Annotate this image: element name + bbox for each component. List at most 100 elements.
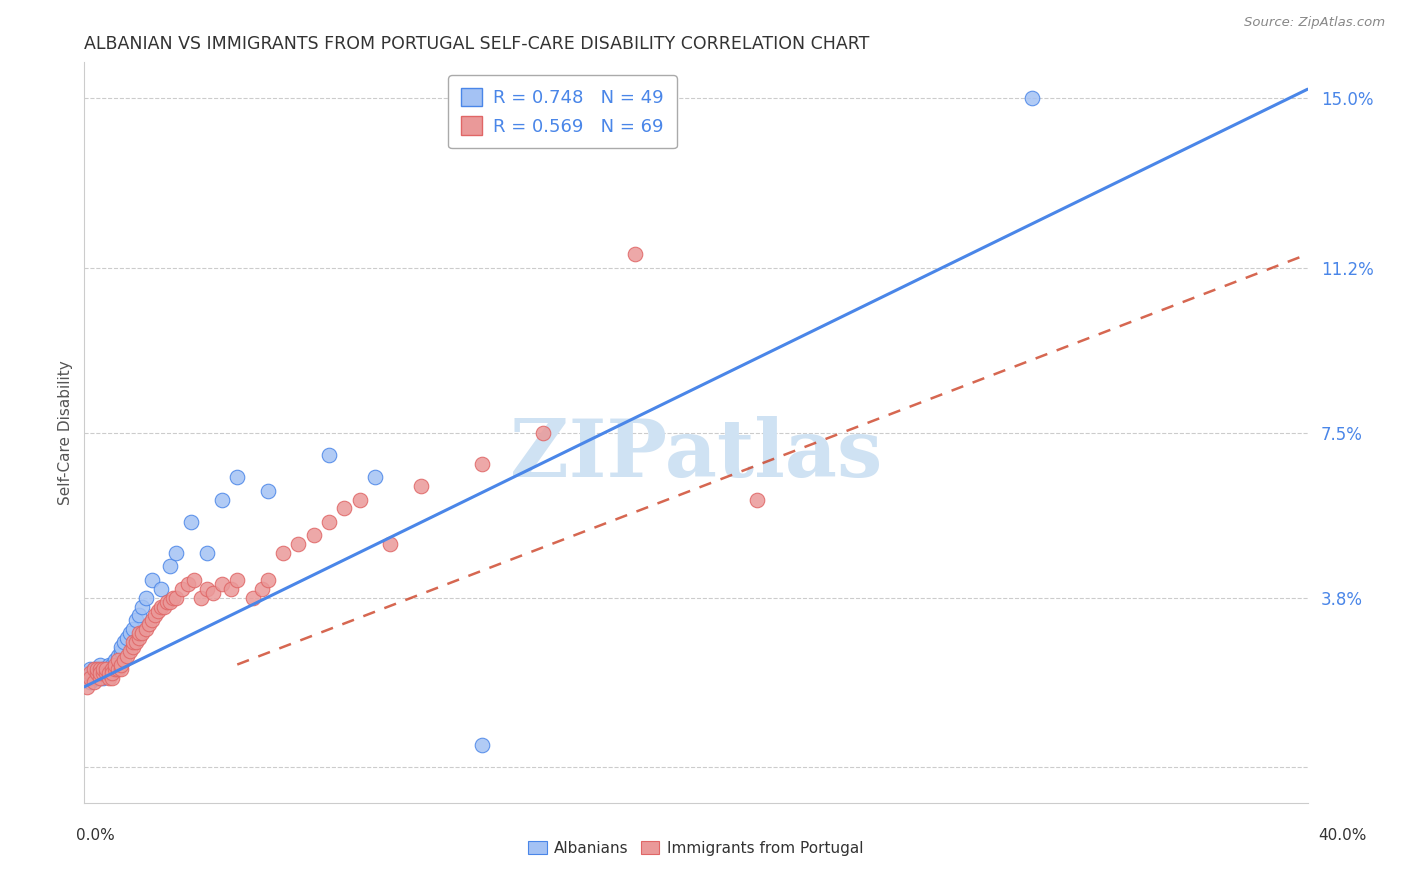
Point (471, 738, 494, 752)
Point (86, 666, 108, 681)
Point (471, 457, 494, 471)
Point (211, 492, 233, 507)
Point (1021, 91, 1043, 105)
Point (94, 662, 117, 676)
Point (83, 662, 105, 676)
Point (271, 546, 294, 560)
Point (89, 671, 111, 685)
Y-axis label: Self-Care Disability: Self-Care Disability (58, 360, 73, 505)
Point (162, 591, 184, 605)
Point (94, 662, 117, 676)
Point (86, 666, 108, 681)
Point (141, 573, 163, 587)
Point (115, 648, 138, 663)
Point (112, 653, 135, 667)
Point (115, 631, 138, 645)
Point (226, 470, 249, 484)
Point (120, 644, 142, 658)
Point (624, 247, 647, 261)
Point (110, 640, 132, 654)
Text: ZIPatlas: ZIPatlas (510, 416, 882, 494)
Point (149, 582, 172, 596)
Point (122, 635, 145, 649)
Point (79, 671, 101, 685)
Point (97, 657, 120, 672)
Point (110, 657, 132, 672)
Point (333, 501, 356, 516)
Point (219, 582, 242, 596)
Point (94, 666, 117, 681)
Point (107, 648, 129, 663)
Point (131, 599, 153, 614)
Point (226, 573, 249, 587)
Point (149, 599, 172, 614)
Point (257, 483, 280, 498)
Point (101, 671, 124, 685)
Point (89, 671, 111, 685)
Point (110, 644, 132, 658)
Point (159, 559, 181, 574)
Point (83, 675, 105, 690)
Point (86, 662, 108, 676)
Point (349, 492, 371, 507)
Point (89, 666, 111, 681)
Point (128, 631, 150, 645)
Point (83, 671, 105, 685)
Text: ALBANIAN VS IMMIGRANTS FROM PORTUGAL SELF-CARE DISABILITY CORRELATION CHART: ALBANIAN VS IMMIGRANTS FROM PORTUGAL SEL… (84, 35, 870, 53)
Point (153, 599, 176, 614)
Point (318, 448, 340, 462)
Point (101, 666, 124, 681)
Point (747, 492, 769, 507)
Point (91, 671, 114, 685)
Point (135, 622, 157, 636)
Point (112, 635, 135, 649)
Point (94, 666, 117, 681)
Point (83, 662, 105, 676)
Point (76, 666, 98, 681)
Point (89, 662, 111, 676)
Point (97, 666, 120, 681)
Point (195, 582, 218, 596)
Text: 0.0%: 0.0% (76, 828, 115, 843)
Point (143, 608, 166, 623)
Point (302, 528, 325, 542)
Point (79, 666, 101, 681)
Point (107, 662, 129, 676)
Point (131, 626, 153, 640)
Point (97, 671, 120, 685)
Point (89, 662, 111, 676)
Point (211, 577, 233, 591)
Point (183, 573, 205, 587)
Point (146, 604, 169, 618)
Point (156, 595, 179, 609)
Point (250, 582, 273, 596)
Point (364, 470, 387, 484)
Point (101, 662, 124, 676)
Text: 40.0%: 40.0% (1319, 828, 1367, 843)
Point (104, 657, 127, 672)
Point (101, 657, 124, 672)
Point (91, 666, 114, 681)
Point (125, 613, 148, 627)
Point (89, 666, 111, 681)
Point (79, 662, 101, 676)
Point (318, 515, 340, 529)
Point (125, 635, 148, 649)
Point (242, 591, 264, 605)
Point (122, 622, 145, 636)
Point (531, 425, 554, 440)
Point (128, 626, 150, 640)
Point (172, 582, 194, 596)
Point (195, 546, 218, 560)
Point (104, 657, 127, 672)
Point (201, 586, 224, 600)
Point (141, 613, 163, 627)
Point (97, 662, 120, 676)
Point (89, 657, 111, 672)
Point (83, 671, 105, 685)
Point (380, 537, 402, 551)
Point (190, 591, 212, 605)
Point (409, 479, 432, 493)
Point (104, 653, 127, 667)
Point (91, 662, 114, 676)
